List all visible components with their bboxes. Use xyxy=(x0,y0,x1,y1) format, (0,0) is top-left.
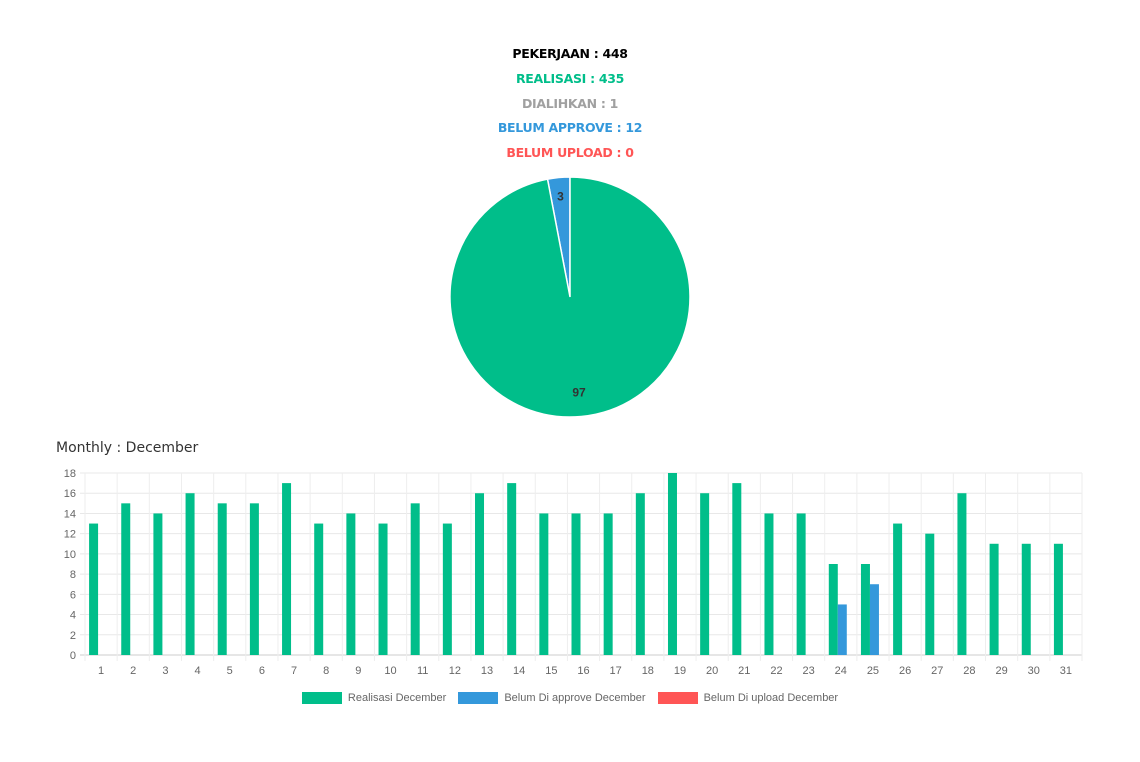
bar-realisasi-27 xyxy=(925,533,935,655)
bar-realisasi-3 xyxy=(153,513,163,655)
x-tick-label: 16 xyxy=(577,665,589,677)
x-tick-label: 11 xyxy=(417,665,428,677)
bar-realisasi-2 xyxy=(121,503,131,655)
x-tick-label: 5 xyxy=(227,665,233,677)
x-tick-label: 25 xyxy=(867,665,879,677)
x-tick-label: 9 xyxy=(355,665,361,677)
x-tick-label: 24 xyxy=(835,665,847,677)
bar-realisasi-11 xyxy=(410,503,420,655)
x-tick-label: 2 xyxy=(130,665,136,677)
y-tick-label: 8 xyxy=(70,569,76,581)
x-tick-label: 31 xyxy=(1060,665,1072,677)
y-tick-label: 14 xyxy=(64,508,76,520)
x-tick-label: 27 xyxy=(931,665,943,677)
bar-belum-approve-24 xyxy=(837,604,847,655)
pekerjaan-stat: PEKERJAAN : 448 xyxy=(512,46,628,61)
y-tick-label: 6 xyxy=(70,589,76,601)
x-tick-label: 8 xyxy=(323,665,329,677)
bar-realisasi-26 xyxy=(893,523,903,655)
x-tick-label: 19 xyxy=(674,665,686,677)
legend-swatch xyxy=(657,692,698,704)
x-tick-label: 4 xyxy=(195,665,201,677)
x-tick-label: 20 xyxy=(706,665,718,677)
bar-realisasi-8 xyxy=(314,523,324,655)
monthly-title: Monthly : December xyxy=(56,440,199,456)
legend-item[interactable]: Belum Di upload December xyxy=(657,692,839,704)
bar-realisasi-19 xyxy=(667,473,677,655)
x-tick-label: 15 xyxy=(545,665,557,677)
x-tick-label: 30 xyxy=(1028,665,1040,677)
bar-realisasi-21 xyxy=(732,483,742,655)
y-tick-label: 4 xyxy=(70,610,76,622)
bar-realisasi-31 xyxy=(1053,543,1063,655)
x-tick-label: 29 xyxy=(995,665,1007,677)
x-tick-label: 18 xyxy=(642,665,654,677)
bar-realisasi-30 xyxy=(1021,543,1031,655)
bar-realisasi-22 xyxy=(764,513,774,655)
pie-chart: 3 97 xyxy=(449,176,691,418)
x-tick-label: 6 xyxy=(259,665,265,677)
bar-realisasi-10 xyxy=(378,523,388,655)
x-tick-label: 1 xyxy=(98,665,104,677)
legend-swatch xyxy=(301,692,342,704)
bar-realisasi-16 xyxy=(571,513,581,655)
x-tick-label: 7 xyxy=(291,665,297,677)
legend-label: Realisasi December xyxy=(347,692,447,704)
bar-realisasi-14 xyxy=(507,483,517,655)
legend-swatch xyxy=(458,692,499,704)
pie-label-3: 3 xyxy=(557,190,564,204)
bar-realisasi-17 xyxy=(603,513,613,655)
y-tick-label: 10 xyxy=(64,549,76,561)
x-tick-label: 22 xyxy=(770,665,782,677)
bar-realisasi-9 xyxy=(346,513,356,655)
x-tick-label: 17 xyxy=(610,665,622,677)
legend-item[interactable]: Belum Di approve December xyxy=(458,692,646,704)
bar-realisasi-13 xyxy=(475,493,485,655)
pie-label-97: 97 xyxy=(572,386,586,400)
realisasi-stat: REALISASI : 435 xyxy=(515,70,625,86)
bar-realisasi-24 xyxy=(828,564,838,655)
y-tick-label: 18 xyxy=(64,468,76,480)
bar-realisasi-4 xyxy=(185,493,195,655)
belum-approve-stat: BELUM APPROVE : 12 xyxy=(497,120,643,136)
x-tick-label: 14 xyxy=(513,665,525,677)
bar-realisasi-23 xyxy=(796,513,806,655)
bar-realisasi-7 xyxy=(282,483,292,655)
summary-stats: PEKERJAAN : 448 REALISASI : 435 DIALIHKA… xyxy=(0,42,1140,166)
x-tick-label: 23 xyxy=(803,665,815,677)
y-tick-label: 16 xyxy=(64,488,76,500)
belum-upload-stat: BELUM UPLOAD : 0 xyxy=(506,145,634,161)
bar-realisasi-1 xyxy=(89,523,99,655)
y-tick-label: 0 xyxy=(70,650,76,662)
dialihkan-stat: DIALIHKAN : 1 xyxy=(521,95,619,111)
x-tick-label: 3 xyxy=(162,665,168,677)
bar-realisasi-15 xyxy=(539,513,549,655)
x-tick-label: 28 xyxy=(963,665,975,677)
y-tick-label: 12 xyxy=(64,529,76,541)
x-tick-label: 12 xyxy=(449,665,461,677)
x-tick-label: 13 xyxy=(481,665,493,677)
bar-realisasi-6 xyxy=(249,503,259,655)
x-tick-label: 26 xyxy=(899,665,911,677)
bar-realisasi-25 xyxy=(860,564,870,655)
bar-realisasi-5 xyxy=(217,503,227,655)
x-tick-label: 10 xyxy=(384,665,396,677)
bar-realisasi-29 xyxy=(989,543,999,655)
bar-belum-approve-25 xyxy=(869,584,879,655)
pie-slice-97 xyxy=(449,176,691,418)
bar-realisasi-20 xyxy=(700,493,710,655)
bar-realisasi-18 xyxy=(635,493,645,655)
bar-realisasi-12 xyxy=(442,523,452,655)
y-tick-label: 2 xyxy=(70,630,76,642)
legend-label: Belum Di approve December xyxy=(504,692,646,704)
x-tick-label: 21 xyxy=(738,665,750,677)
bar-realisasi-28 xyxy=(957,493,967,655)
chart-legend: Realisasi December Belum Di approve Decem… xyxy=(0,692,1140,704)
legend-label: Belum Di upload December xyxy=(703,692,839,704)
legend-item[interactable]: Realisasi December xyxy=(301,692,447,704)
